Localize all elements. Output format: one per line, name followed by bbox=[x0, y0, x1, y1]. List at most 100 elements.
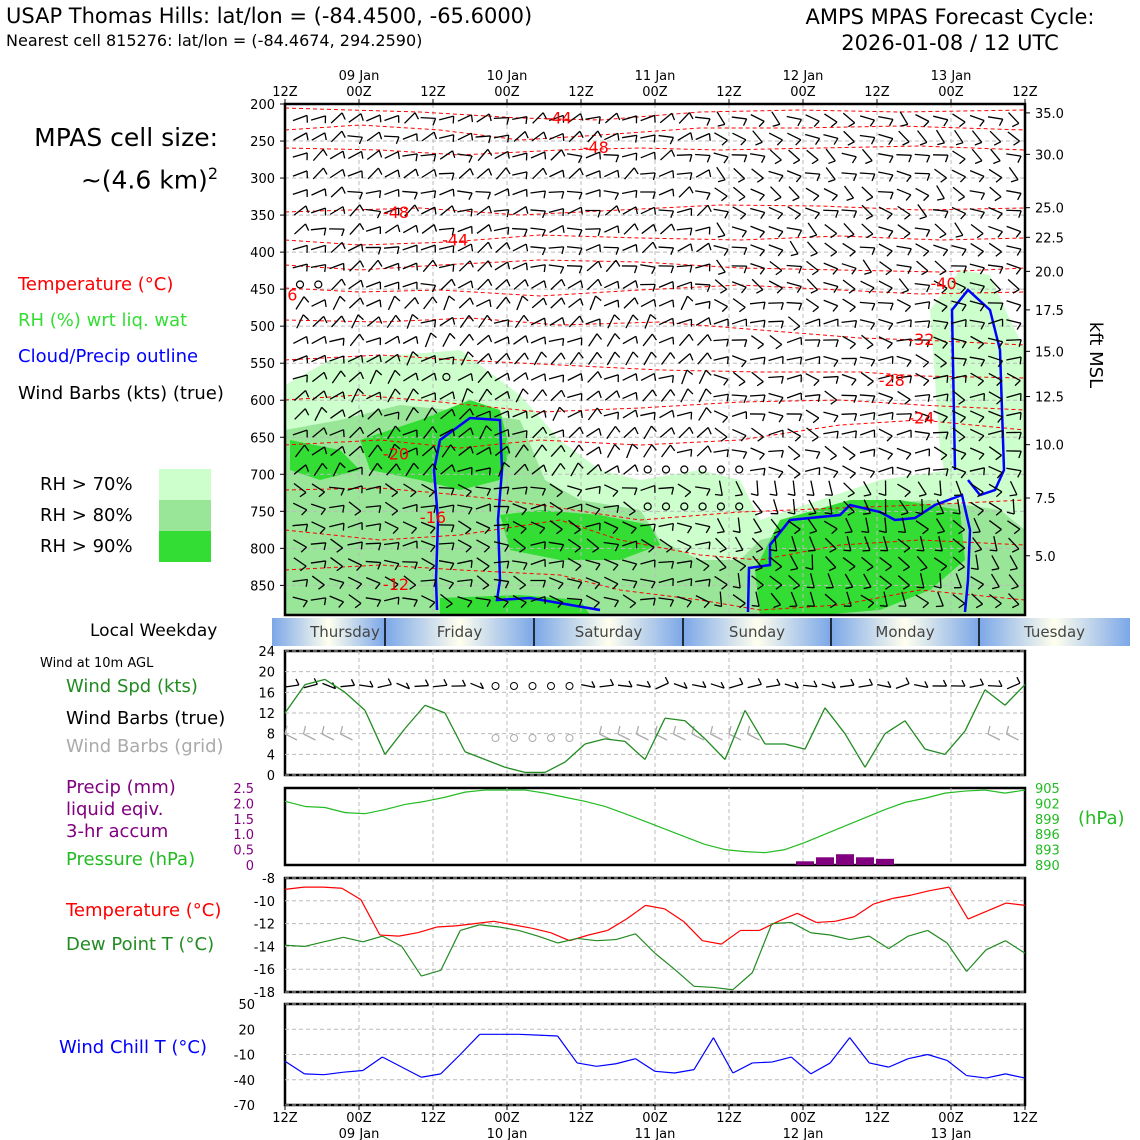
wind-barb-staff bbox=[970, 372, 984, 382]
wind-barb bbox=[751, 575, 764, 590]
wind-barb-flag bbox=[613, 314, 621, 321]
wind-barb bbox=[952, 538, 966, 553]
wind-barb bbox=[548, 190, 565, 199]
wind-barb-staff bbox=[878, 336, 893, 344]
wind-barb-flag bbox=[706, 155, 711, 163]
wind-barb-staff bbox=[457, 208, 473, 213]
temperature-label: Temperature (°C) bbox=[66, 900, 222, 921]
wind-barb-flag bbox=[488, 447, 492, 455]
wind-barb-staff bbox=[292, 578, 308, 583]
wind-barb-flag bbox=[707, 204, 712, 213]
wind-barb-flag bbox=[562, 338, 565, 346]
temperature-segment bbox=[948, 886, 969, 920]
wind-barb-staff bbox=[951, 357, 967, 360]
pressure-series bbox=[284, 789, 1026, 854]
wind-barb bbox=[348, 445, 365, 457]
wind-barb-staff bbox=[457, 466, 473, 473]
wind-barb bbox=[586, 427, 602, 438]
wind-barb bbox=[311, 132, 327, 141]
wind-barb-staff bbox=[476, 353, 490, 364]
wind-barb-staff bbox=[860, 594, 875, 604]
wind-barb-flag bbox=[559, 544, 565, 552]
wind-barb-staff bbox=[640, 114, 655, 122]
wind-barb-flag bbox=[708, 541, 711, 550]
wind-barb-staff bbox=[532, 167, 544, 180]
wind-barb-flag bbox=[1014, 380, 1021, 387]
wind-barb-flag bbox=[738, 381, 746, 387]
temperature-segment bbox=[664, 908, 684, 922]
wind-barb bbox=[530, 151, 547, 160]
wind-barb bbox=[404, 297, 420, 309]
wind-barb bbox=[384, 335, 401, 345]
wind-barb bbox=[878, 153, 894, 164]
wind-barb-staff bbox=[495, 279, 508, 290]
windchill-segment bbox=[382, 1056, 403, 1068]
wind-barb-staff bbox=[311, 354, 326, 363]
wind-barb bbox=[568, 113, 584, 123]
wind-barb bbox=[293, 482, 307, 498]
wind-speed-segment bbox=[424, 704, 446, 714]
wind-barb-staff bbox=[788, 574, 801, 587]
pressure-segment bbox=[664, 828, 686, 838]
wind-barb bbox=[934, 536, 943, 552]
wind-barb bbox=[716, 518, 725, 534]
wind-barb bbox=[494, 595, 509, 608]
wind-barb-staff bbox=[311, 446, 325, 456]
wind-barb-staff bbox=[786, 170, 802, 177]
wind-barb bbox=[607, 314, 621, 329]
wind-barb bbox=[440, 205, 456, 216]
wind-barb bbox=[567, 485, 583, 497]
wind-barb-staff bbox=[805, 187, 820, 197]
wind-barb-staff bbox=[493, 226, 509, 232]
wind-barb bbox=[347, 466, 363, 475]
wind-barb-grid-flag bbox=[321, 725, 325, 735]
wind-barb-staff bbox=[512, 429, 528, 436]
wind-barb-flag bbox=[487, 260, 493, 268]
wind-barb-flag bbox=[579, 315, 584, 323]
wind-barb-flag bbox=[448, 295, 456, 301]
wind-barb-flag bbox=[1006, 511, 1015, 515]
wind-speed-label: Wind Spd (kts) bbox=[66, 676, 198, 697]
wind-barb-flag bbox=[871, 173, 876, 182]
wind-barb-grid-flag bbox=[728, 725, 732, 735]
wind-barb bbox=[914, 283, 931, 293]
calm-wind-circle bbox=[661, 465, 671, 474]
temperature-contour-label: -28 bbox=[879, 371, 905, 390]
wind-barb-flag bbox=[464, 528, 472, 535]
wind-barb bbox=[568, 167, 584, 180]
wind-barb bbox=[696, 334, 712, 346]
wind-barb-flag bbox=[808, 512, 817, 516]
wind-barb bbox=[696, 445, 712, 457]
wind-speed-segment bbox=[804, 707, 826, 750]
wind-barb-staff bbox=[493, 209, 509, 212]
wind-barb-staff bbox=[806, 260, 819, 272]
wind-barb bbox=[842, 112, 856, 128]
wind-barb bbox=[878, 411, 894, 420]
wind-barb-grid bbox=[1006, 733, 1019, 741]
wind-barb-staff bbox=[695, 557, 710, 567]
wind-barb bbox=[384, 169, 401, 178]
temperature-segment bbox=[455, 923, 475, 927]
wind-barb-staff bbox=[676, 448, 692, 454]
wind-barb-staff bbox=[825, 556, 837, 568]
wind-barb bbox=[841, 394, 858, 403]
wind-barb bbox=[988, 318, 1004, 327]
wind-barb-staff bbox=[955, 480, 963, 496]
temperature-segment bbox=[873, 897, 893, 905]
dewpoint-segment bbox=[810, 932, 831, 936]
wind-barb-flag bbox=[450, 524, 455, 533]
wind-barb bbox=[878, 301, 894, 311]
dewpoint-segment bbox=[421, 969, 441, 977]
wind-barb-flag bbox=[671, 487, 675, 495]
wind-barb-flag bbox=[925, 433, 931, 441]
wind-barb-flag bbox=[598, 486, 601, 494]
wind-barb-flag bbox=[651, 266, 656, 275]
wind-barb-flag bbox=[888, 156, 894, 164]
wind-barb-staff bbox=[476, 539, 490, 548]
wind-barb-flag bbox=[979, 304, 985, 312]
wind-barb-flag bbox=[848, 454, 856, 461]
wind-barb-flag bbox=[649, 313, 657, 320]
wind-barb-flag bbox=[635, 336, 639, 344]
wind-barb bbox=[438, 542, 455, 551]
pressure-tick-label: 902 bbox=[1035, 797, 1060, 812]
